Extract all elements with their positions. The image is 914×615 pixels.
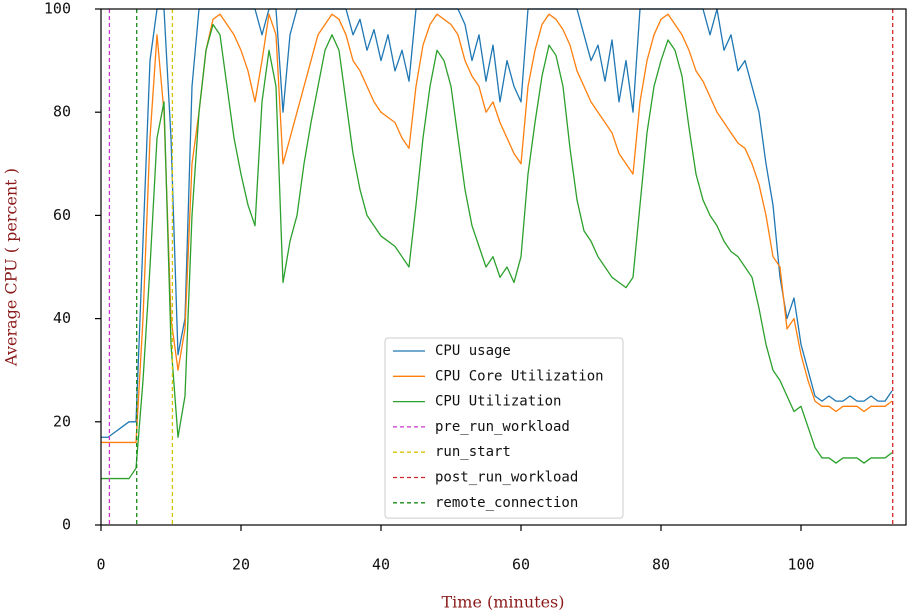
y-tick-label: 80 — [53, 103, 71, 121]
y-tick-label: 40 — [53, 309, 71, 327]
y-tick-label: 60 — [53, 206, 71, 224]
y-axis-label: Average CPU ( percent ) — [2, 168, 21, 367]
legend-label: CPU Core Utilization — [435, 368, 604, 384]
x-tick-label: 100 — [787, 556, 814, 574]
legend-label: CPU usage — [435, 343, 511, 359]
series-line — [101, 13, 893, 444]
legend: CPU usage CPU Core Utilization CPU Utiliza… — [384, 337, 624, 519]
plot-frame — [100, 8, 907, 526]
y-tick-label: 0 — [62, 516, 71, 534]
legend-label: post_run_workload — [435, 470, 578, 486]
x-tick-label: 80 — [652, 556, 670, 574]
x-tick-label: 60 — [512, 556, 530, 574]
y-tick-label: 100 — [44, 0, 71, 18]
x-axis-label: Time (minutes) — [441, 593, 564, 612]
legend-label: pre_run_workload — [435, 419, 570, 435]
x-tick-label: 20 — [232, 556, 250, 574]
legend-label: CPU Utilization — [435, 394, 561, 410]
legend-label: run_start — [435, 444, 511, 460]
x-tick-label: 40 — [372, 556, 390, 574]
legend-label: remote_connection — [435, 495, 578, 511]
series-line — [101, 23, 893, 480]
x-tick-label: 0 — [96, 556, 105, 574]
y-tick-label: 20 — [53, 412, 71, 430]
legend-box — [384, 337, 624, 519]
